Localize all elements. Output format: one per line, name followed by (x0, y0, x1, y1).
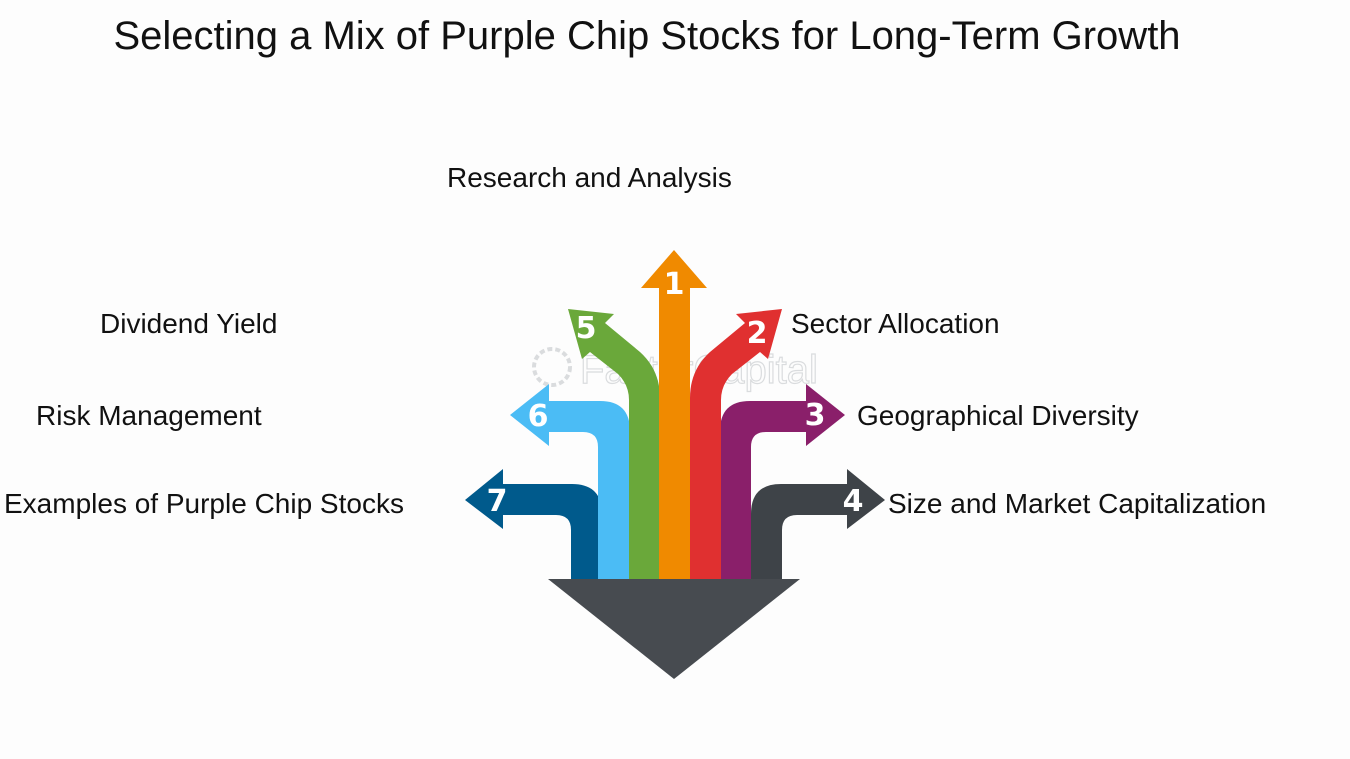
step-7-label: Examples of Purple Chip Stocks (4, 488, 404, 519)
arrow-6 (510, 384, 630, 580)
step-3-number: 3 (805, 398, 826, 433)
step-1-number: 1 (664, 267, 685, 302)
diagram-title: Selecting a Mix of Purple Chip Stocks fo… (113, 14, 1181, 58)
step-4-label: Size and Market Capitalization (888, 488, 1267, 519)
arrow-7 (465, 469, 602, 580)
step-5-number: 5 (576, 311, 597, 346)
step-6-number: 6 (528, 399, 549, 434)
step-3-label: Geographical Diversity (857, 400, 1139, 431)
step-1-label: Research and Analysis (447, 162, 732, 193)
arrow-2 (690, 309, 782, 580)
step-7-number: 7 (487, 484, 508, 519)
step-4-number: 4 (843, 484, 864, 519)
arrow-5 (568, 309, 660, 580)
step-5-label: Dividend Yield (100, 308, 278, 339)
step-2-label: Sector Allocation (791, 308, 1000, 339)
arrow-1 (641, 250, 707, 580)
step-2-number: 2 (747, 316, 768, 351)
arrow-4 (751, 469, 885, 580)
arrow-3 (720, 384, 845, 580)
step-6-label: Risk Management (36, 400, 262, 431)
base-triangle (548, 579, 800, 679)
